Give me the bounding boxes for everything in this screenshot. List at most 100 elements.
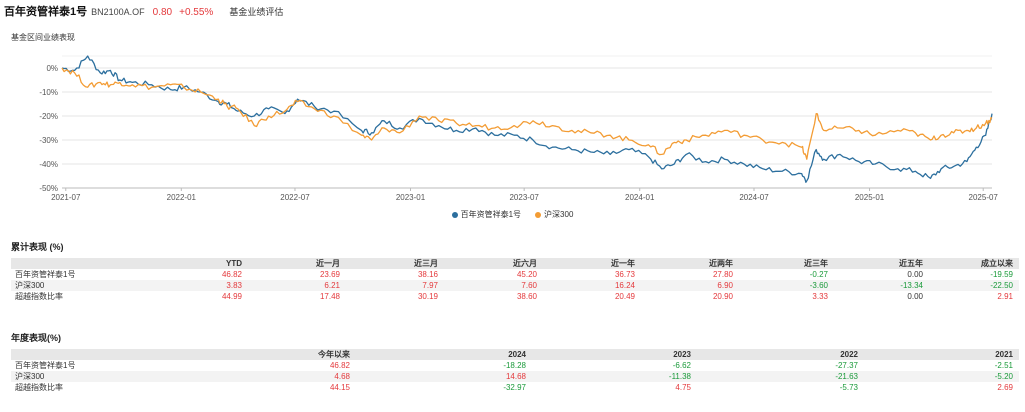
annual-title: 年度表现(%)	[11, 333, 61, 343]
cumulative-cell: 36.73	[614, 270, 635, 279]
cumulative-cell: 7.97	[346, 280, 444, 291]
legend-index[interactable]: 沪深300	[535, 209, 573, 220]
performance-eval-link[interactable]: 基金业绩评估	[229, 7, 284, 17]
x-tick-label: 2024-07	[739, 193, 769, 202]
annual-cell: 4.68	[131, 371, 356, 382]
cumulative-cell: 7.60	[444, 280, 543, 291]
cumulative-cell: -19.59	[990, 270, 1013, 279]
performance-line-chart: 0% -10% -20% -30% -40% -50%2021-07 2022-01 2022…	[39, 55, 999, 202]
y-tick-label: -30%	[39, 136, 58, 145]
cumulative-cell: 3.83	[131, 280, 248, 291]
cumulative-col-header	[11, 258, 131, 269]
annual-cell: 4.75	[675, 383, 691, 392]
annual-cell: -2.51	[994, 361, 1013, 370]
cumulative-cell: 3.33	[812, 292, 828, 301]
x-tick-label: 2025-07	[969, 193, 999, 202]
fund-name: 百年资管祥泰1号	[4, 6, 88, 18]
y-tick-label: -10%	[39, 88, 58, 97]
annual-cell: 2.69	[997, 383, 1013, 392]
cumulative-header-row: YTD 近一月 近三月 近六月 近一年 近两年 近三年 近五年 成立以来	[11, 258, 1019, 269]
cumulative-cell: 46.82	[221, 270, 242, 279]
annual-cell: -6.62	[672, 361, 691, 370]
cumulative-cell: 0.00	[907, 292, 923, 301]
cumulative-cell: 20.90	[712, 292, 733, 301]
cumulative-cell: -0.27	[809, 270, 828, 279]
annual-col-header: 2024	[356, 349, 532, 360]
annual-col-header	[11, 349, 131, 360]
cumulative-col-header: 近一年	[543, 258, 641, 269]
fund-header: 百年资管祥泰1号 BN2100A.OF 0.80 +0.55% 基金业绩评估	[4, 3, 284, 18]
cumulative-table: YTD 近一月 近三月 近六月 近一年 近两年 近三年 近五年 成立以来 百年资管祥泰1号 46.…	[11, 258, 1019, 302]
annual-cell: -32.97	[503, 383, 526, 392]
annual-cell: -21.63	[697, 371, 864, 382]
annual-header-row: 今年以来 2024 2023 2022 2021	[11, 349, 1019, 360]
annual-row-label: 百年资管祥泰1号	[15, 361, 76, 370]
annual-cell: -11.38	[532, 371, 697, 382]
cumulative-cell: 2.91	[997, 292, 1013, 301]
annual-row: 沪深300 4.68 14.68 -11.38 -21.63 -5.20	[11, 371, 1019, 382]
annual-row: 百年资管祥泰1号 46.82 -18.28 -6.62 -27.37 -2.51	[11, 360, 1019, 371]
cumulative-cell: 27.80	[712, 270, 733, 279]
x-tick-label: 2025-01	[855, 193, 885, 202]
y-tick-label: 0%	[46, 64, 58, 73]
cumulative-row-label: 超越指数比率	[15, 292, 63, 301]
cumulative-row-label: 沪深300	[11, 280, 131, 291]
cumulative-col-header: YTD	[131, 258, 248, 269]
y-tick-label: -20%	[39, 112, 58, 121]
cumulative-cell: 16.24	[543, 280, 641, 291]
cumulative-cell: 30.19	[417, 292, 438, 301]
annual-col-header: 2021	[864, 349, 1019, 360]
cumulative-cell: 44.99	[221, 292, 242, 301]
cumulative-cell: 23.69	[319, 270, 340, 279]
cumulative-cell: -3.60	[739, 280, 834, 291]
cumulative-col-header: 成立以来	[929, 258, 1019, 269]
cumulative-row-label: 百年资管祥泰1号	[15, 270, 76, 279]
annual-cell: 46.82	[329, 361, 350, 370]
x-tick-label: 2022-07	[280, 193, 310, 202]
annual-cell: -27.37	[835, 361, 858, 370]
cumulative-row: 超越指数比率 44.99 17.48 30.19 38.60 20.49 20.90 3.33…	[11, 291, 1019, 302]
annual-cell: 14.68	[356, 371, 532, 382]
legend-fund[interactable]: 百年资管祥泰1号	[451, 209, 522, 220]
annual-cell: -18.28	[503, 361, 526, 370]
fund-code: BN2100A.OF	[91, 7, 145, 17]
x-tick-label: 2023-01	[396, 193, 426, 202]
cumulative-col-header: 近两年	[641, 258, 739, 269]
annual-cell: -5.73	[839, 383, 858, 392]
x-tick-label: 2024-01	[625, 193, 655, 202]
cumulative-cell: 38.16	[417, 270, 438, 279]
cumulative-row: 沪深300 3.83 6.21 7.97 7.60 16.24 6.90 -3.60 -13.3…	[11, 280, 1019, 291]
legend-index-dot	[535, 211, 542, 218]
legend-fund-label: 百年资管祥泰1号	[460, 210, 522, 219]
annual-table: 今年以来 2024 2023 2022 2021 百年资管祥泰1号 46.82 -18.28…	[11, 349, 1019, 393]
cumulative-cell: -22.50	[929, 280, 1019, 291]
cumulative-col-header: 近六月	[444, 258, 543, 269]
annual-cell: -5.20	[864, 371, 1019, 382]
x-tick-label: 2022-01	[167, 193, 197, 202]
annual-col-header: 今年以来	[131, 349, 356, 360]
annual-cell: 44.15	[329, 383, 350, 392]
x-tick-label: 2023-07	[509, 193, 539, 202]
index-series-line	[61, 67, 993, 160]
cumulative-cell: -13.34	[834, 280, 929, 291]
cumulative-title: 累计表现 (%)	[11, 242, 64, 252]
fund-price: 0.80	[152, 7, 173, 18]
chart-legend: 百年资管祥泰1号 沪深300	[0, 209, 1025, 220]
cumulative-col-header: 近五年	[834, 258, 929, 269]
cumulative-cell: 6.90	[641, 280, 739, 291]
legend-index-label: 沪深300	[544, 210, 574, 219]
cumulative-cell: 6.21	[248, 280, 346, 291]
cumulative-cell: 38.60	[516, 292, 537, 301]
cumulative-cell: 20.49	[614, 292, 635, 301]
x-tick-label: 2021-07	[51, 193, 81, 202]
cumulative-col-header: 近一月	[248, 258, 346, 269]
cumulative-cell: 0.00	[907, 270, 923, 279]
cumulative-cell: 17.48	[319, 292, 340, 301]
y-tick-label: -40%	[39, 160, 58, 169]
annual-col-header: 2022	[697, 349, 864, 360]
cumulative-cell: 45.20	[516, 270, 537, 279]
fund-change: +0.55%	[179, 7, 214, 18]
annual-row-label: 超越指数比率	[15, 383, 63, 392]
chart-title: 基金区间业绩表现	[11, 33, 75, 42]
cumulative-col-header: 近三年	[739, 258, 834, 269]
